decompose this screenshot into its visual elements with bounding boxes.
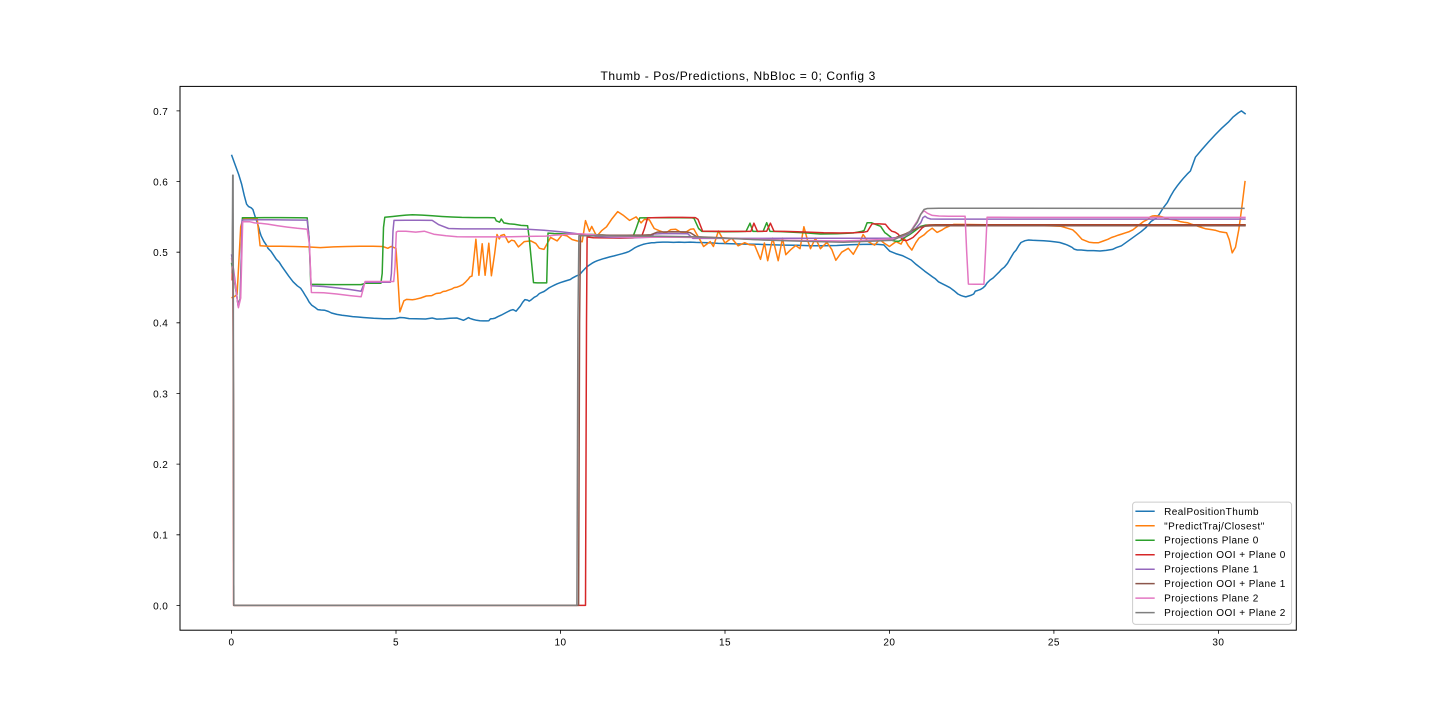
svg-text:Projections Plane 1: Projections Plane 1 — [1164, 565, 1259, 576]
svg-text:0.0: 0.0 — [153, 601, 168, 612]
svg-text:0.1: 0.1 — [153, 531, 168, 542]
svg-text:Projection OOI + Plane 2: Projection OOI + Plane 2 — [1164, 608, 1286, 619]
svg-text:Thumb - Pos/Predictions, NbBlo: Thumb - Pos/Predictions, NbBloc = 0; Con… — [600, 69, 875, 83]
svg-text:20: 20 — [883, 637, 895, 648]
svg-text:0: 0 — [229, 637, 235, 648]
svg-text:0.7: 0.7 — [153, 107, 168, 118]
svg-text:30: 30 — [1212, 637, 1224, 648]
svg-text:5: 5 — [393, 637, 399, 648]
svg-text:Projection OOI + Plane 0: Projection OOI + Plane 0 — [1164, 550, 1286, 561]
svg-text:0.5: 0.5 — [153, 248, 168, 259]
svg-text:0.4: 0.4 — [153, 319, 168, 330]
svg-text:0.2: 0.2 — [153, 460, 168, 471]
svg-text:0.3: 0.3 — [153, 389, 168, 400]
svg-text:0.6: 0.6 — [153, 178, 168, 189]
svg-text:RealPositionThumb: RealPositionThumb — [1164, 507, 1259, 518]
svg-text:10: 10 — [555, 637, 567, 648]
svg-text:Projections Plane 0: Projections Plane 0 — [1164, 536, 1259, 547]
svg-text:"PredictTraj/Closest": "PredictTraj/Closest" — [1164, 521, 1265, 532]
svg-text:Projections Plane 2: Projections Plane 2 — [1164, 594, 1259, 605]
svg-text:25: 25 — [1048, 637, 1060, 648]
svg-text:15: 15 — [719, 637, 731, 648]
svg-text:Projection OOI + Plane 1: Projection OOI + Plane 1 — [1164, 579, 1286, 590]
